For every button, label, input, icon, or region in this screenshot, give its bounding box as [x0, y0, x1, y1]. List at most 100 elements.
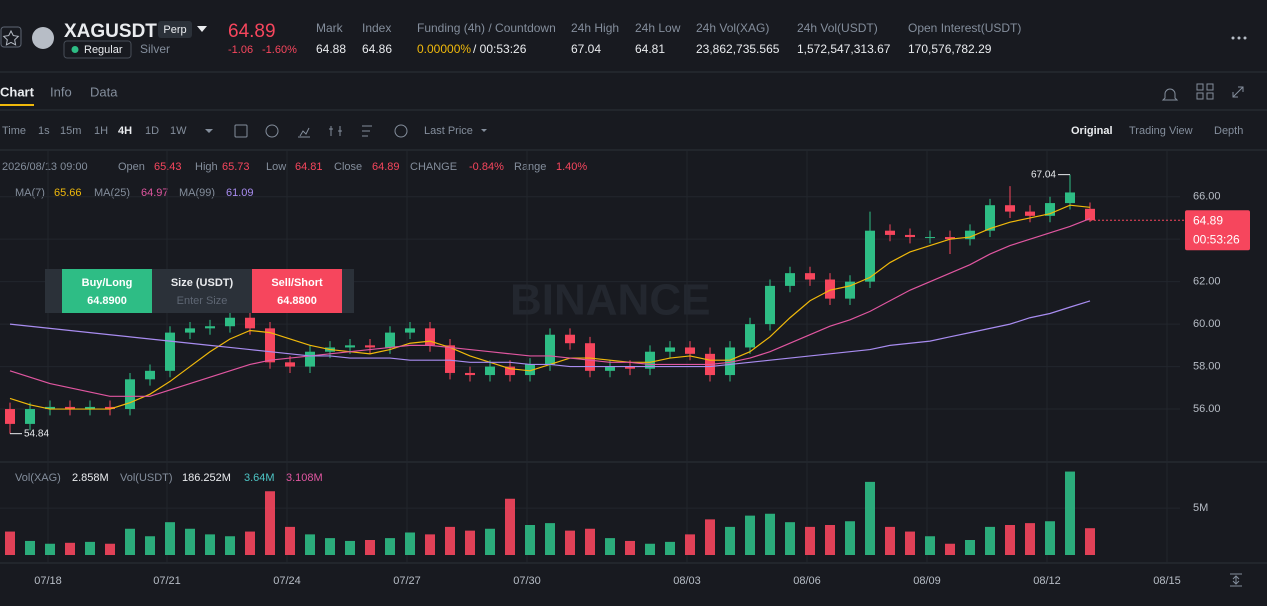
- ma-line: [9, 300, 1091, 368]
- order-panel-grip[interactable]: [45, 269, 62, 313]
- volume-bar: [605, 538, 615, 555]
- view-option[interactable]: Trading View: [1129, 125, 1193, 137]
- stat-label: Mark: [316, 21, 344, 35]
- candle-body: [865, 230, 875, 282]
- volume-bar: [805, 526, 815, 555]
- volume-bar: [85, 541, 95, 555]
- coin-logo: [32, 27, 54, 49]
- volume-bar: [285, 526, 295, 555]
- stat-label: 24h High: [571, 21, 619, 35]
- volume-bar: [865, 481, 875, 555]
- volume-bar: [905, 531, 915, 555]
- candle-body: [885, 230, 895, 235]
- volume-bar: [225, 536, 235, 555]
- candle-body: [245, 317, 255, 329]
- size-input[interactable]: [152, 269, 252, 313]
- sell-button[interactable]: [252, 269, 342, 313]
- toolbar-icons[interactable]: [234, 83, 1244, 587]
- tab[interactable]: Info: [50, 84, 72, 99]
- volume-bar: [1005, 525, 1015, 555]
- candle-body: [745, 324, 755, 348]
- y-tick-label: 58.00: [1193, 360, 1221, 372]
- ohlc-value: 65.73: [222, 161, 250, 173]
- candle-body: [665, 347, 675, 352]
- sell-label: Sell/Short: [271, 277, 323, 289]
- interval-dropdown[interactable]: [205, 129, 213, 133]
- candle-body: [825, 279, 835, 299]
- close-panel[interactable]: [342, 269, 354, 313]
- buy-button[interactable]: [62, 269, 152, 313]
- stat-value: 170,576,782.29: [908, 42, 992, 56]
- x-tick-label: 08/06: [793, 575, 821, 587]
- price-tag-countdown: 00:53:26: [1193, 232, 1240, 246]
- candle-body: [485, 366, 495, 376]
- tab[interactable]: Chart: [0, 84, 35, 99]
- interval[interactable]: 1s: [38, 125, 50, 137]
- ohlc-value: 65.43: [154, 161, 182, 173]
- price-type[interactable]: Last Price: [424, 125, 473, 137]
- volume-bar: [425, 534, 435, 555]
- volume-bar: [25, 540, 35, 555]
- candle-body: [1085, 208, 1095, 221]
- last-price: 64.89: [228, 21, 276, 42]
- tab[interactable]: Data: [90, 84, 118, 99]
- stat-value: 1,572,547,313.67: [797, 42, 891, 56]
- stat-label: 24h Vol(USDT): [797, 21, 878, 35]
- volume-bar: [485, 528, 495, 555]
- interval[interactable]: 1W: [170, 125, 187, 137]
- more-icon[interactable]: [1231, 36, 1247, 40]
- stat-value: / 00:53:26: [473, 42, 527, 56]
- candle-body: [505, 366, 515, 376]
- volume-bar: [145, 536, 155, 555]
- volume-bar: [645, 543, 655, 555]
- candle-body: [45, 406, 55, 410]
- stat-value: 64.88: [316, 42, 346, 56]
- candle-body: [145, 370, 155, 380]
- view-option[interactable]: Original: [1071, 125, 1113, 137]
- volume-bar: [705, 519, 715, 555]
- price-type-dropdown[interactable]: [481, 129, 487, 132]
- candle-body: [565, 334, 575, 344]
- candle-body: [725, 347, 735, 376]
- candle-body: [425, 328, 435, 346]
- volume-legend: 3.108M: [286, 472, 323, 484]
- volume-bar: [685, 534, 695, 555]
- favorite-button[interactable]: [0, 26, 22, 48]
- volume-legend: Vol(XAG): [15, 472, 61, 484]
- min-label: 54.84: [24, 428, 49, 439]
- ohlc-value: 1.40%: [556, 161, 587, 173]
- volume-bar: [985, 526, 995, 555]
- candle-body: [345, 345, 355, 348]
- interval[interactable]: 1H: [94, 125, 108, 137]
- candle-body: [1045, 203, 1055, 216]
- candle-body: [625, 366, 635, 369]
- stat-value: 64.86: [362, 42, 392, 56]
- buy-price: 64.8900: [87, 295, 127, 307]
- max-label: 67.04: [1031, 169, 1056, 180]
- candle-body: [685, 347, 695, 354]
- volume-bar: [165, 522, 175, 555]
- x-tick-label: 07/24: [273, 575, 301, 587]
- candle-body: [925, 237, 935, 239]
- volume-bar: [525, 525, 535, 555]
- volume-bar: [965, 540, 975, 555]
- stat-value: 0.00000%: [417, 42, 471, 56]
- candle-body: [185, 328, 195, 333]
- ma-value: 65.66: [54, 187, 82, 199]
- interval[interactable]: 1D: [145, 125, 159, 137]
- dropdown-icon[interactable]: [197, 26, 207, 32]
- volume-bar: [505, 498, 515, 555]
- star-icon: [2, 29, 20, 46]
- y-tick-label: 62.00: [1193, 276, 1221, 288]
- interval[interactable]: 15m: [60, 125, 81, 137]
- ohlc-label: Close: [334, 161, 362, 173]
- interval[interactable]: 4H: [118, 125, 132, 137]
- volume-bar: [245, 531, 255, 555]
- volume-bar: [65, 542, 75, 555]
- interval[interactable]: Time: [2, 125, 26, 137]
- volume-bar: [765, 513, 775, 555]
- volume-legend: 186.252M: [182, 472, 231, 484]
- view-option[interactable]: Depth: [1214, 125, 1243, 137]
- coin-name: Silver: [140, 42, 170, 56]
